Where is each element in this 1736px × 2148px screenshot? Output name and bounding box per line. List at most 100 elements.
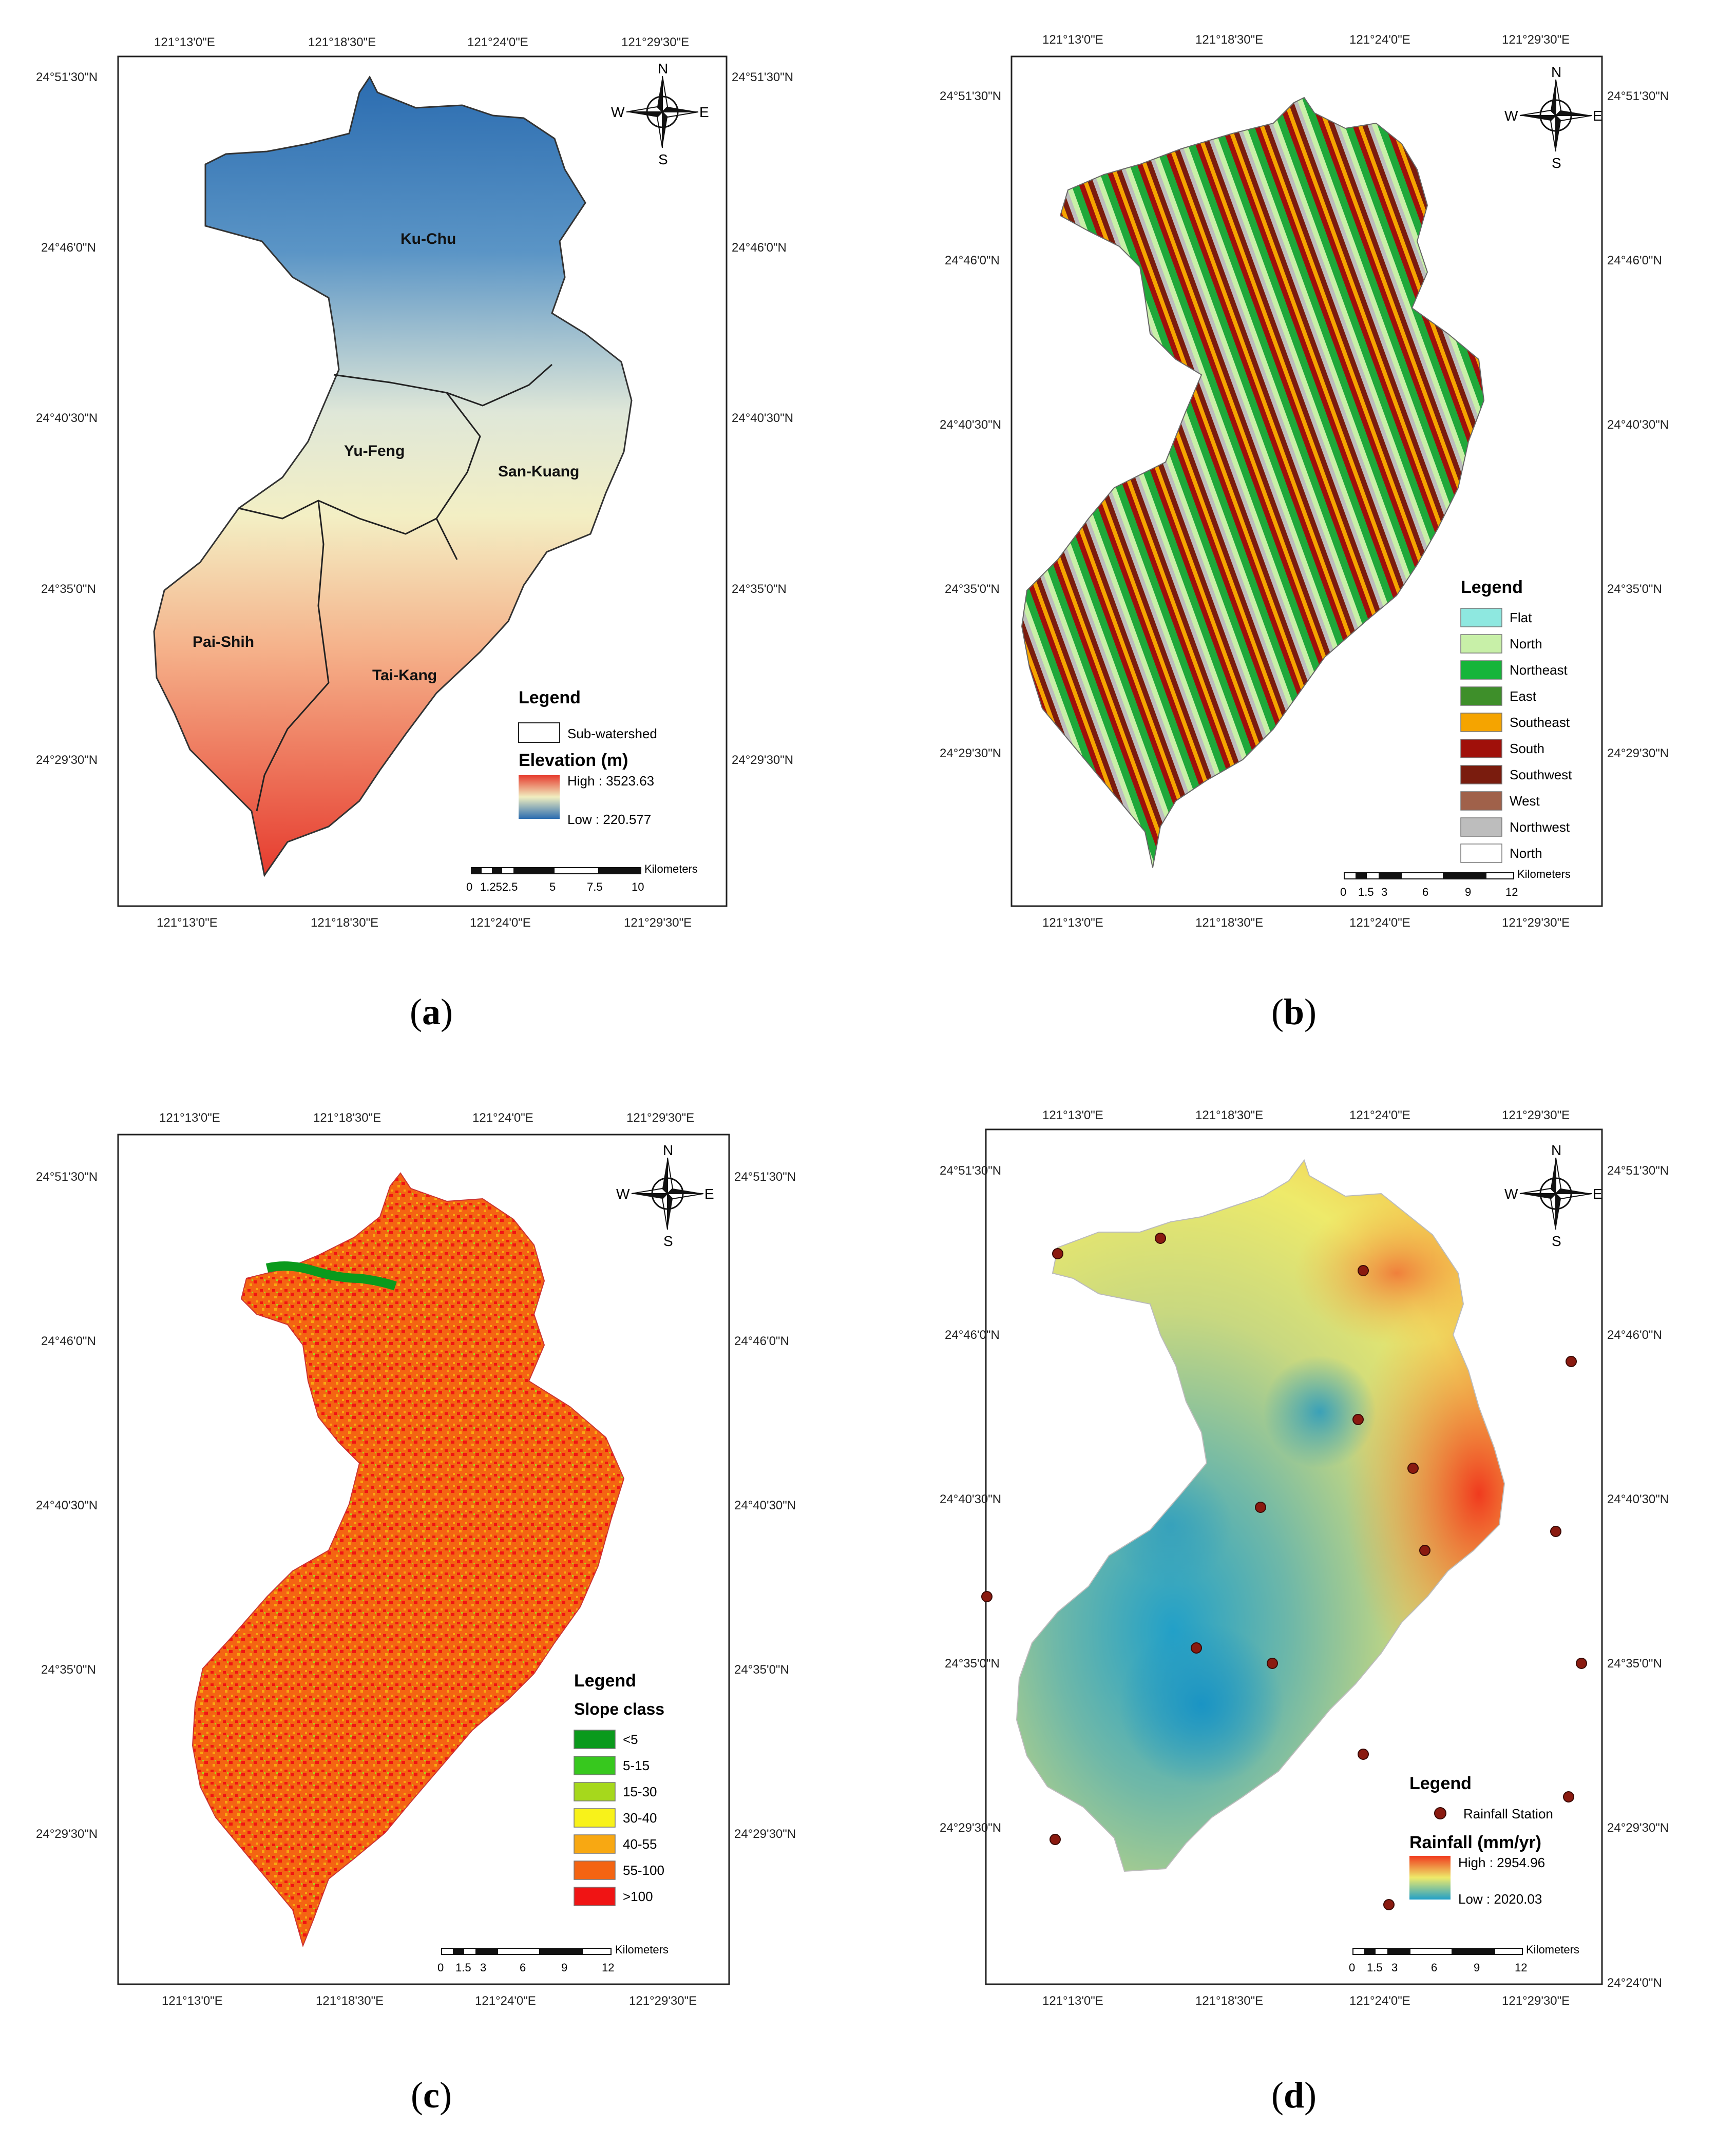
scale-label: 3 <box>1391 1961 1398 1974</box>
lon-tick-bottom: 121°18'30"E <box>1195 916 1263 930</box>
lon-tick-top: 121°24'0"E <box>1349 1108 1410 1122</box>
compass-e: E <box>699 104 709 120</box>
lat-tick-left: 24°51'30"N <box>940 1164 1001 1178</box>
lon-tick-bottom: 121°18'30"E <box>1195 1994 1263 2008</box>
scale-label: 12 <box>1505 886 1518 898</box>
lon-tick-top: 121°24'0"E <box>472 1111 533 1125</box>
lon-tick-top: 121°29'30"E <box>621 35 689 49</box>
legend-station-icon <box>1434 1807 1446 1819</box>
map-aspect: N S E W Legend Flat North Northeast East Sou… <box>940 33 1669 930</box>
lat-tick-left: 24°29'30"N <box>940 746 1001 760</box>
legend-swatch <box>574 1887 616 1906</box>
lon-tick-bottom: 121°24'0"E <box>470 916 531 930</box>
lon-tick-bottom: 121°24'0"E <box>1349 916 1410 930</box>
compass-rose-icon: N S E W <box>611 61 709 167</box>
lon-tick-bottom: 121°13'0"E <box>1042 916 1103 930</box>
lat-tick-right: 24°51'30"N <box>1607 89 1669 103</box>
lat-tick-left: 24°46'0"N <box>41 241 96 255</box>
ramp-title: Elevation (m) <box>519 751 628 770</box>
scale-label: 6 <box>1431 1961 1437 1974</box>
lon-tick-top: 121°18'30"E <box>313 1111 381 1125</box>
scale-label: 1.5 <box>1358 886 1374 898</box>
lon-tick-top: 121°18'30"E <box>308 35 376 49</box>
lat-tick-right: 24°40'30"N <box>732 411 793 425</box>
legend-title: Legend <box>1409 1774 1472 1793</box>
rainfall-station-icon <box>1050 1834 1061 1845</box>
lat-tick-left: 24°40'30"N <box>36 411 98 425</box>
lon-tick-bottom: 121°13'0"E <box>157 916 218 930</box>
legend-title: Legend <box>1461 578 1523 597</box>
lon-tick-bottom: 121°29'30"E <box>624 916 692 930</box>
scale-label: 12 <box>1515 1961 1527 1974</box>
lon-tick-top: 121°13'0"E <box>1042 33 1103 47</box>
compass-n: N <box>658 61 668 76</box>
rainfall-station-icon <box>1407 1463 1419 1474</box>
scale-label: 5 <box>549 880 556 893</box>
map-elevation: Ku-Chu Yu-Feng San-Kuang Pai-Shih Tai-Ka… <box>36 35 793 930</box>
lat-tick-left: 24°29'30"N <box>940 1821 1001 1835</box>
legend-title: Legend <box>574 1671 636 1691</box>
lat-tick-right: 24°51'30"N <box>1607 1164 1669 1178</box>
legend-label: Northwest <box>1510 819 1570 835</box>
legend-label: East <box>1510 688 1537 704</box>
lon-tick-bottom: 121°29'30"E <box>1502 1994 1570 2008</box>
rainfall-station-icon <box>1358 1265 1369 1276</box>
lat-tick-right: 24°29'30"N <box>732 753 793 767</box>
compass-s: S <box>1552 155 1561 171</box>
panel-a: Ku-Chu Yu-Feng San-Kuang Pai-Shih Tai-Ka… <box>0 0 863 1032</box>
slope-class-title: Slope class <box>574 1700 664 1718</box>
sub-watershed-swatch <box>518 722 560 743</box>
caption-d: (d) <box>1271 2075 1317 2116</box>
scale-units: Kilometers <box>1517 868 1571 880</box>
lat-tick-left: 24°35'0"N <box>41 1663 96 1677</box>
rainfall-station-icon <box>1563 1791 1574 1802</box>
lat-tick-left: 24°51'30"N <box>36 70 98 84</box>
caption-b: (b) <box>1271 991 1317 1032</box>
compass-e: E <box>704 1186 714 1202</box>
legend-label: West <box>1510 793 1540 809</box>
legend-label: 30-40 <box>623 1810 657 1826</box>
lat-tick-right: 24°35'0"N <box>1607 582 1662 596</box>
compass-e: E <box>1593 108 1603 124</box>
lat-tick-left: 24°51'30"N <box>36 1170 98 1184</box>
label-pai-shih: Pai-Shih <box>193 634 254 650</box>
legend-label: 15-30 <box>623 1784 657 1799</box>
lon-tick-bottom: 121°18'30"E <box>316 1994 384 2008</box>
ramp-title: Rainfall (mm/yr) <box>1409 1833 1541 1852</box>
scale-units: Kilometers <box>1526 1943 1579 1956</box>
lat-tick-right: 24°40'30"N <box>1607 418 1669 432</box>
compass-rose-icon: N S E W <box>1504 1142 1603 1249</box>
ramp-high: High : 2954.96 <box>1458 1855 1545 1870</box>
scale-label: 6 <box>520 1961 526 1974</box>
rainfall-station-icon <box>1191 1642 1202 1654</box>
label-tai-kang: Tai-Kang <box>372 667 437 684</box>
legend-swatch <box>574 1730 616 1749</box>
lat-tick-left: 24°51'30"N <box>940 89 1001 103</box>
rainfall-station-icon <box>1550 1526 1561 1537</box>
label-san-kuang: San-Kuang <box>498 463 579 480</box>
scale-bar: Kilometers 0 1.5 3 6 9 12 <box>437 1943 669 1974</box>
lat-tick-right: 24°46'0"N <box>732 241 787 255</box>
legend-swatch <box>1460 843 1502 863</box>
scale-label: 6 <box>1422 886 1428 898</box>
sub-watershed-boundaries <box>238 363 552 812</box>
lat-tick-left: 24°29'30"N <box>36 753 98 767</box>
lon-tick-top: 121°29'30"E <box>1502 33 1570 47</box>
legend-label: North <box>1510 846 1542 861</box>
watershed-shape <box>1021 97 1485 868</box>
lat-tick-right: 24°46'0"N <box>1607 254 1662 267</box>
rainfall-station-icon <box>1566 1356 1577 1367</box>
rainfall-station-icon <box>1419 1545 1430 1556</box>
label-yu-feng: Yu-Feng <box>344 443 405 459</box>
lat-tick-right: 24°40'30"N <box>1607 1492 1669 1506</box>
lon-tick-bottom: 121°18'30"E <box>311 916 378 930</box>
compass-e: E <box>1593 1186 1603 1202</box>
lon-tick-top: 121°29'30"E <box>626 1111 694 1125</box>
legend-label: 40-55 <box>623 1836 657 1852</box>
scale-label: 9 <box>561 1961 567 1974</box>
legend-swatch <box>1460 608 1502 627</box>
lon-tick-bottom: 121°24'0"E <box>1349 1994 1410 2008</box>
lat-tick-left: 24°40'30"N <box>940 418 1001 432</box>
scale-label: 9 <box>1465 886 1471 898</box>
legend-label: Northeast <box>1510 662 1568 678</box>
